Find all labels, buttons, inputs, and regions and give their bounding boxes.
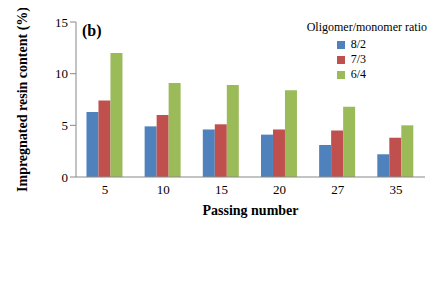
html-text:7/3: 7/3 xyxy=(350,52,366,66)
svg-text:5: 5 xyxy=(62,118,69,133)
svg-text:0: 0 xyxy=(62,170,69,185)
html-text:(b): (b) xyxy=(82,22,102,39)
html-text:Oligomer/monomer ratio: Oligomer/monomer ratio xyxy=(306,20,427,34)
svg-text:35: 35 xyxy=(389,182,402,197)
svg-text:Impregnated resin content (%): Impregnated resin content (%) xyxy=(15,8,31,192)
svg-text:10: 10 xyxy=(55,66,68,81)
svg-text:15: 15 xyxy=(215,182,228,197)
svg-text:10: 10 xyxy=(157,182,170,197)
svg-text:5: 5 xyxy=(102,182,109,197)
html-text:8/2: 8/2 xyxy=(350,37,366,51)
svg-text:Passing number: Passing number xyxy=(202,203,298,218)
svg-text:27: 27 xyxy=(331,182,345,197)
svg-text:15: 15 xyxy=(55,15,68,30)
html-text:6/4: 6/4 xyxy=(350,67,366,81)
svg-text:20: 20 xyxy=(273,182,286,197)
